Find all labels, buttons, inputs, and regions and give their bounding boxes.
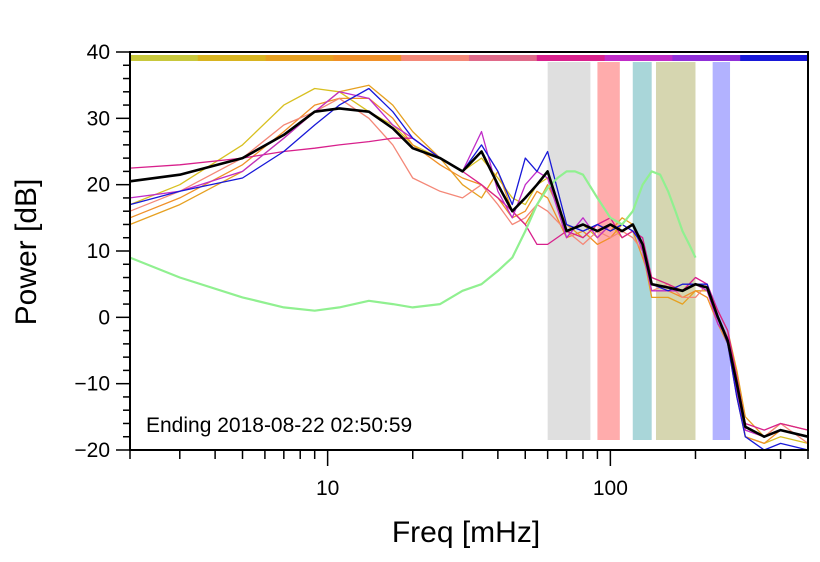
series-line xyxy=(129,170,697,312)
series-line xyxy=(129,91,809,438)
x-axis-ticks: 10 100 xyxy=(129,450,809,500)
series-line xyxy=(129,137,809,431)
y-tick-label: −20 xyxy=(74,439,110,462)
highlight-band xyxy=(547,62,591,440)
series-line xyxy=(129,87,809,445)
color-bar-segment xyxy=(130,55,199,61)
y-tick-label: 10 xyxy=(87,240,110,263)
highlight-band xyxy=(597,62,620,440)
color-bar-segment xyxy=(604,55,673,61)
color-bar-segment xyxy=(740,55,809,61)
y-tick-label: 0 xyxy=(98,306,110,329)
color-bar-segment xyxy=(333,55,402,61)
frequency-color-bar xyxy=(130,55,809,61)
plot-frame xyxy=(129,51,809,451)
series-line xyxy=(129,97,809,445)
series-line xyxy=(129,97,809,444)
series-line xyxy=(129,84,809,438)
series-line xyxy=(129,87,809,451)
color-bar-segment xyxy=(536,55,606,61)
color-bar-segment xyxy=(672,55,741,61)
y-tick-label: −10 xyxy=(74,373,110,396)
color-bar-segment xyxy=(401,55,470,61)
color-bar-segment xyxy=(469,55,538,61)
x-tick-label: 10 xyxy=(316,477,339,500)
series-line xyxy=(129,107,809,439)
color-bar-segment xyxy=(197,55,267,61)
highlight-band xyxy=(655,62,696,440)
x-tick-label: 100 xyxy=(593,477,628,500)
highlight-band xyxy=(712,62,731,440)
y-axis-ticks: −20 −10 0 10 20 30 40 xyxy=(74,41,130,462)
spectrum-series xyxy=(129,84,809,451)
end-time-annotation: Ending 2018-08-22 02:50:59 xyxy=(146,414,412,437)
y-tick-label: 20 xyxy=(87,174,110,197)
color-bar-segment xyxy=(265,55,334,61)
y-tick-label: 30 xyxy=(87,107,110,130)
x-axis-title: Freq [mHz] xyxy=(392,516,540,549)
highlight-bands xyxy=(547,62,731,440)
y-axis-title: Power [dB] xyxy=(10,179,43,326)
y-tick-label: 40 xyxy=(87,41,110,64)
